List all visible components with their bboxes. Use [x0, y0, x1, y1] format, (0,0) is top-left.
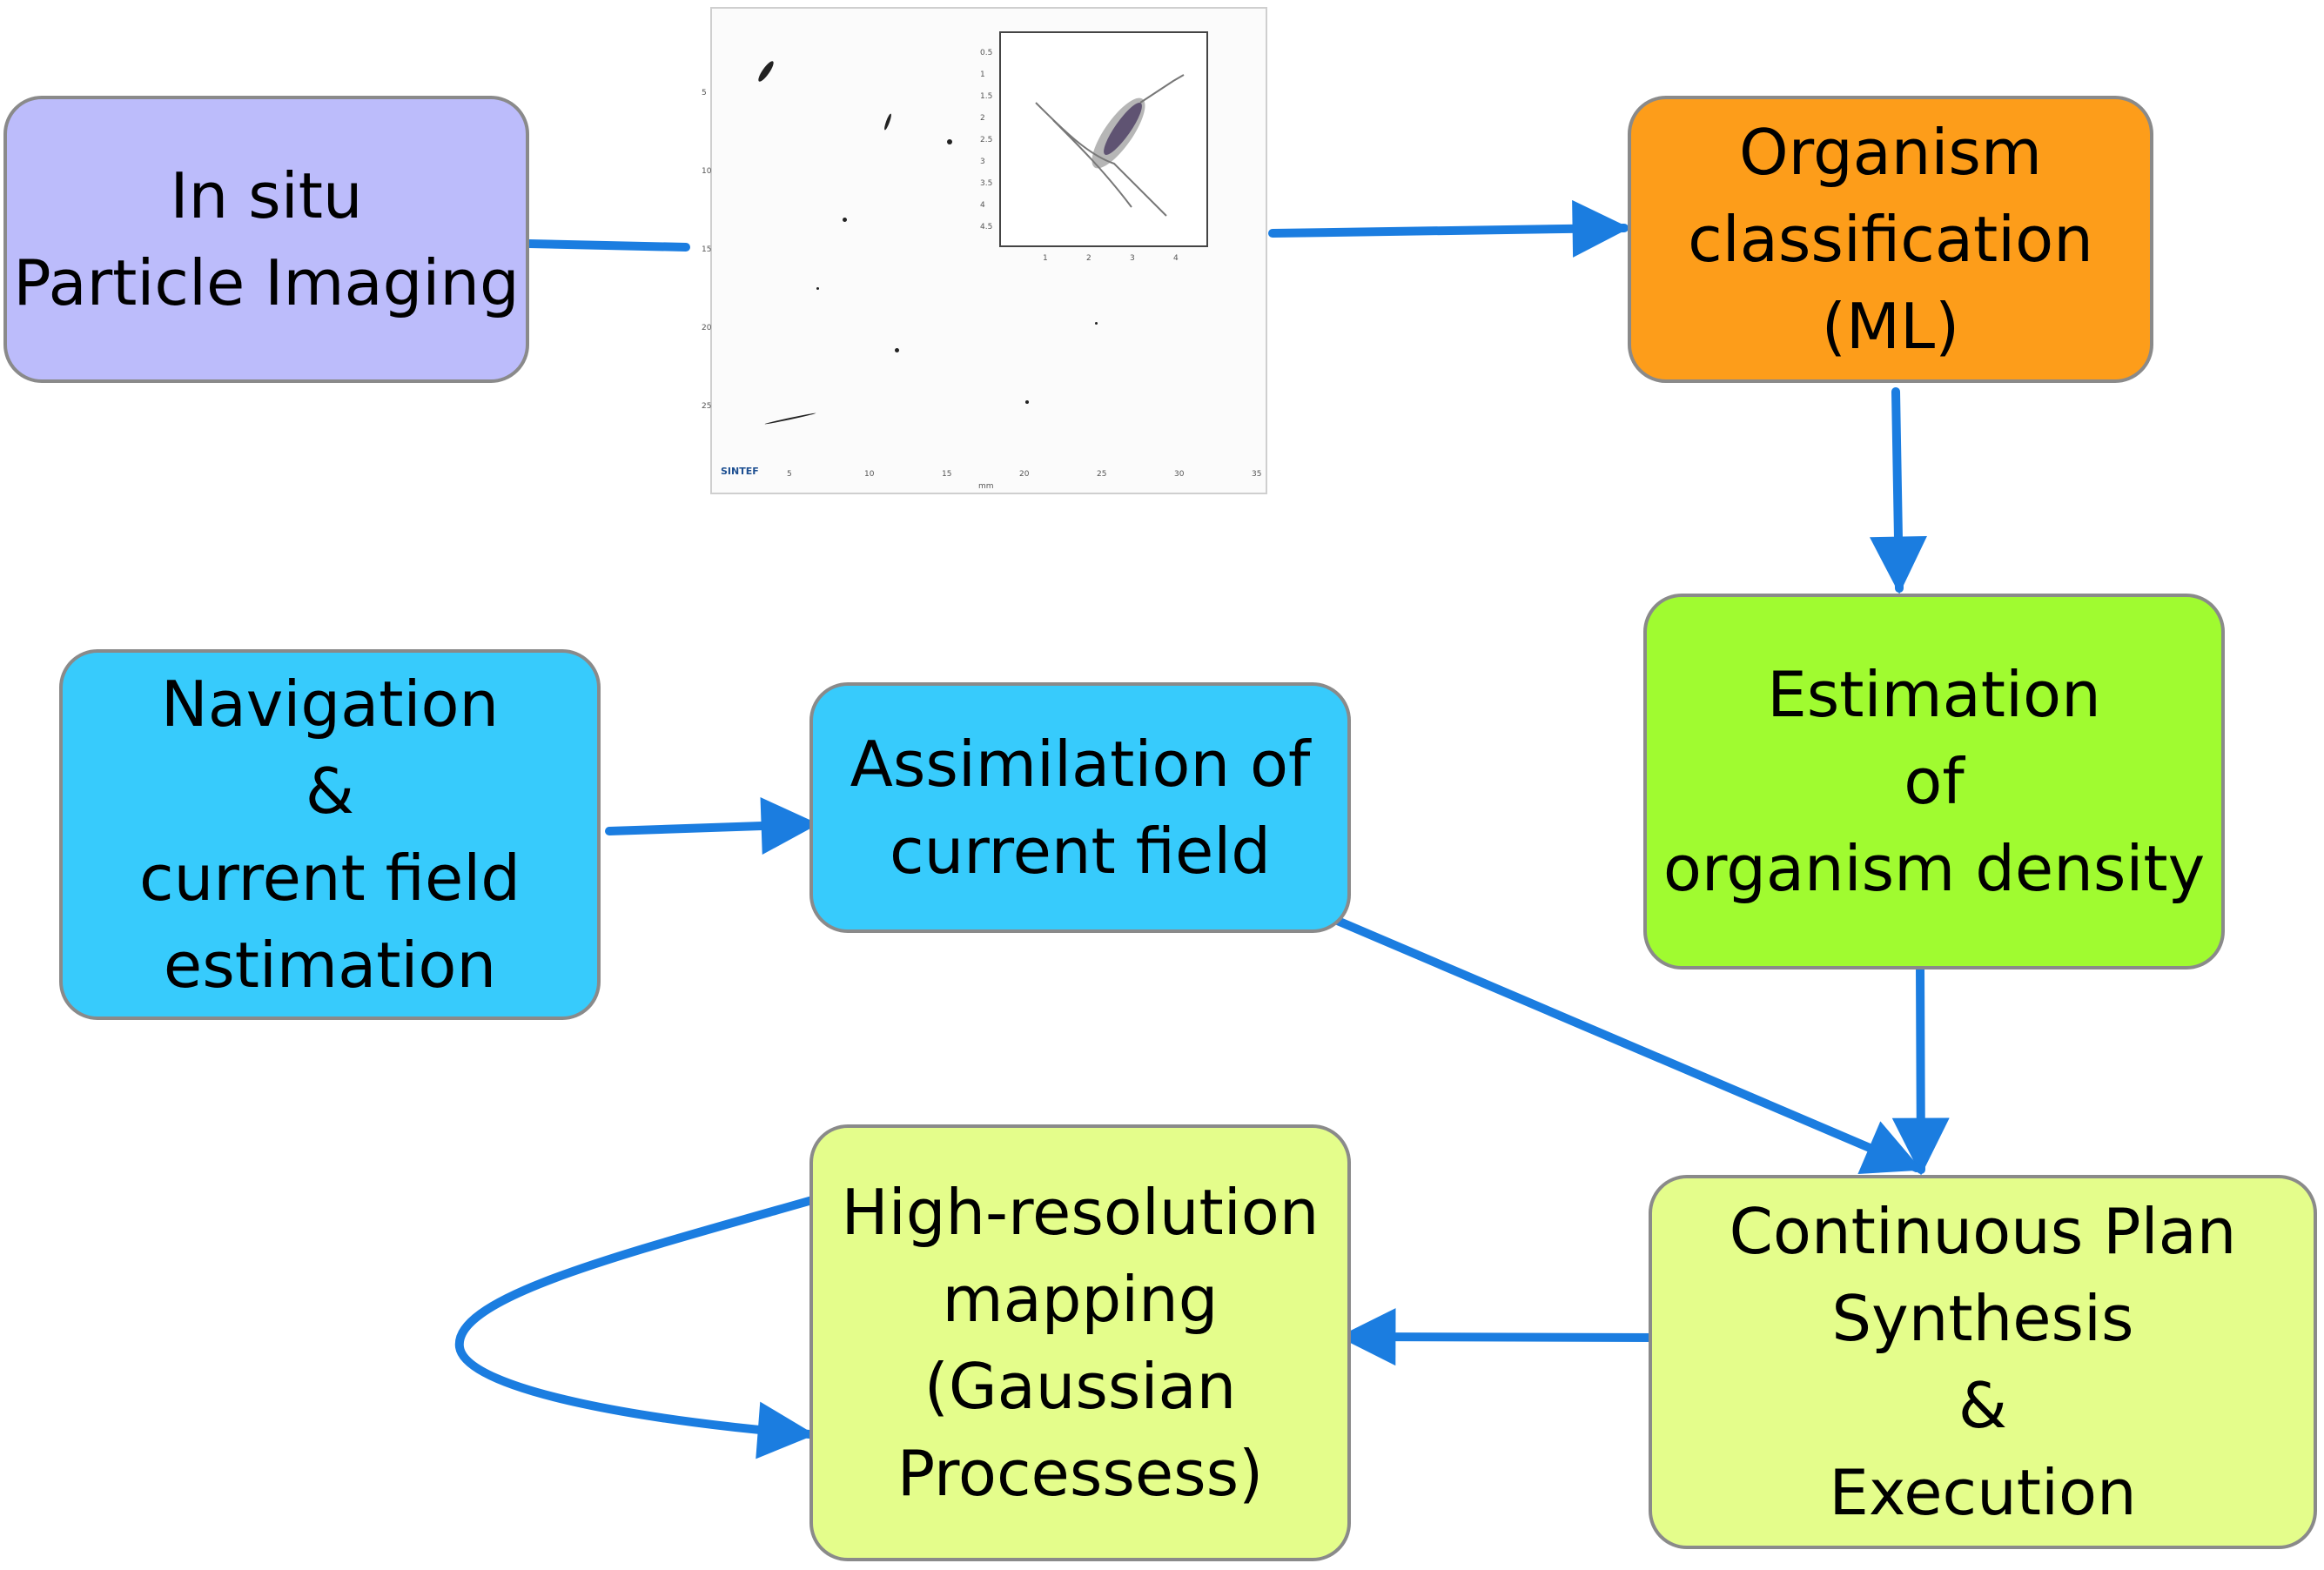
node-label-line: Assimilation of: [850, 728, 1311, 801]
y-tick-label: 15: [702, 245, 712, 254]
node-label-line: classification: [1688, 203, 2093, 276]
y-tick-label: 20: [702, 324, 712, 332]
arrow-density-to-plan: [1891, 962, 1950, 1176]
sintef-logo: SINTEF: [721, 466, 759, 477]
inset-y-tick-label: 1: [980, 70, 985, 79]
node-label-line: Estimation: [1767, 658, 2101, 731]
inset-y-tick-label: 3: [980, 158, 985, 166]
arrow-plan-to-mapping: [1338, 1308, 1660, 1366]
arrow-classification-to-density: [1869, 387, 1927, 594]
node-label-line: &: [1958, 1369, 2008, 1442]
inset-y-tick-label: 0.5: [980, 49, 993, 57]
node-label-line: organism density: [1662, 832, 2206, 905]
node-label-line: Continuous Plan: [1729, 1195, 2237, 1268]
node-label-line: current field: [139, 842, 521, 915]
y-tick-label: 5: [702, 89, 707, 97]
node-assimilation-current-field: Assimilation of current field: [809, 682, 1351, 933]
node-label-line: (Gaussian: [924, 1350, 1237, 1423]
node-label-line: Synthesis: [1831, 1282, 2134, 1355]
inset-y-tick-label: 4: [980, 201, 985, 210]
node-label-line: current field: [890, 815, 1271, 888]
x-tick-label: 35: [1252, 470, 1262, 479]
inset-x-tick-label: 1: [1043, 254, 1048, 263]
node-label-line: estimation: [163, 929, 497, 1002]
x-tick-label: 15: [942, 470, 952, 479]
inset-x-tick-label: 3: [1130, 254, 1135, 263]
node-label-line: Processess): [897, 1437, 1264, 1510]
inset-y-tick-label: 3.5: [980, 179, 993, 188]
node-label-line: High-resolution: [841, 1176, 1320, 1249]
copepod-silhouette: [1035, 74, 1185, 217]
x-axis-unit: mm: [978, 482, 994, 491]
arrow-mapping-self-loop: [454, 1194, 823, 1459]
arrow-in-situ-to-image: [524, 239, 690, 252]
node-label-line: In situ: [170, 159, 363, 232]
inset-y-tick-label: 2: [980, 114, 985, 123]
node-continuous-plan-synthesis: Continuous Plan Synthesis & Execution: [1649, 1175, 2317, 1549]
inset-y-tick-label: 1.5: [980, 92, 993, 101]
node-navigation-estimation: Navigation & current field estimation: [59, 649, 601, 1020]
node-in-situ-particle-imaging: In situ Particle Imaging: [3, 96, 529, 383]
particle-image-inset: 1 2 3 4 0.5 1 1.5 2 2.5 3 3.5 4 4.5: [980, 31, 1208, 263]
y-tick-label: 10: [702, 167, 712, 176]
node-label-line: Execution: [1829, 1456, 2137, 1529]
x-tick-label: 25: [1097, 470, 1107, 479]
particle-image: 1 2 3 4 0.5 1 1.5 2 2.5 3 3.5 4 4.5 SINTEF 5 10 15 20 25…: [702, 7, 1267, 494]
inset-x-tick-label: 4: [1173, 254, 1179, 263]
inset-y-tick-label: 2.5: [980, 136, 993, 144]
x-tick-label: 10: [864, 470, 875, 479]
arrow-assimilation-to-plan: [1329, 915, 1923, 1175]
inset-y-tick-label: 4.5: [980, 223, 993, 231]
x-tick-label: 20: [1019, 470, 1030, 479]
node-label-line: Organism: [1738, 116, 2043, 189]
x-tick-label: 5: [787, 470, 792, 479]
arrow-navigation-to-assimilation: [605, 797, 819, 855]
node-organism-density-estimation: Estimation of organism density: [1643, 594, 2225, 970]
node-label-line: &: [305, 755, 355, 828]
inset-x-tick-label: 2: [1086, 254, 1091, 263]
node-label-line: of: [1904, 745, 1965, 818]
node-label-line: Navigation: [160, 668, 500, 741]
node-organism-classification: Organism classification (ML): [1628, 96, 2153, 383]
node-label-line: mapping: [942, 1263, 1219, 1336]
y-tick-label: 25: [702, 402, 712, 411]
x-tick-label: 30: [1174, 470, 1185, 479]
node-label-line: Particle Imaging: [13, 246, 520, 319]
node-label-line: (ML): [1821, 290, 1960, 363]
node-high-resolution-mapping: High-resolution mapping (Gaussian Processes…: [809, 1124, 1351, 1561]
arrow-image-to-classification: [1268, 199, 1630, 258]
